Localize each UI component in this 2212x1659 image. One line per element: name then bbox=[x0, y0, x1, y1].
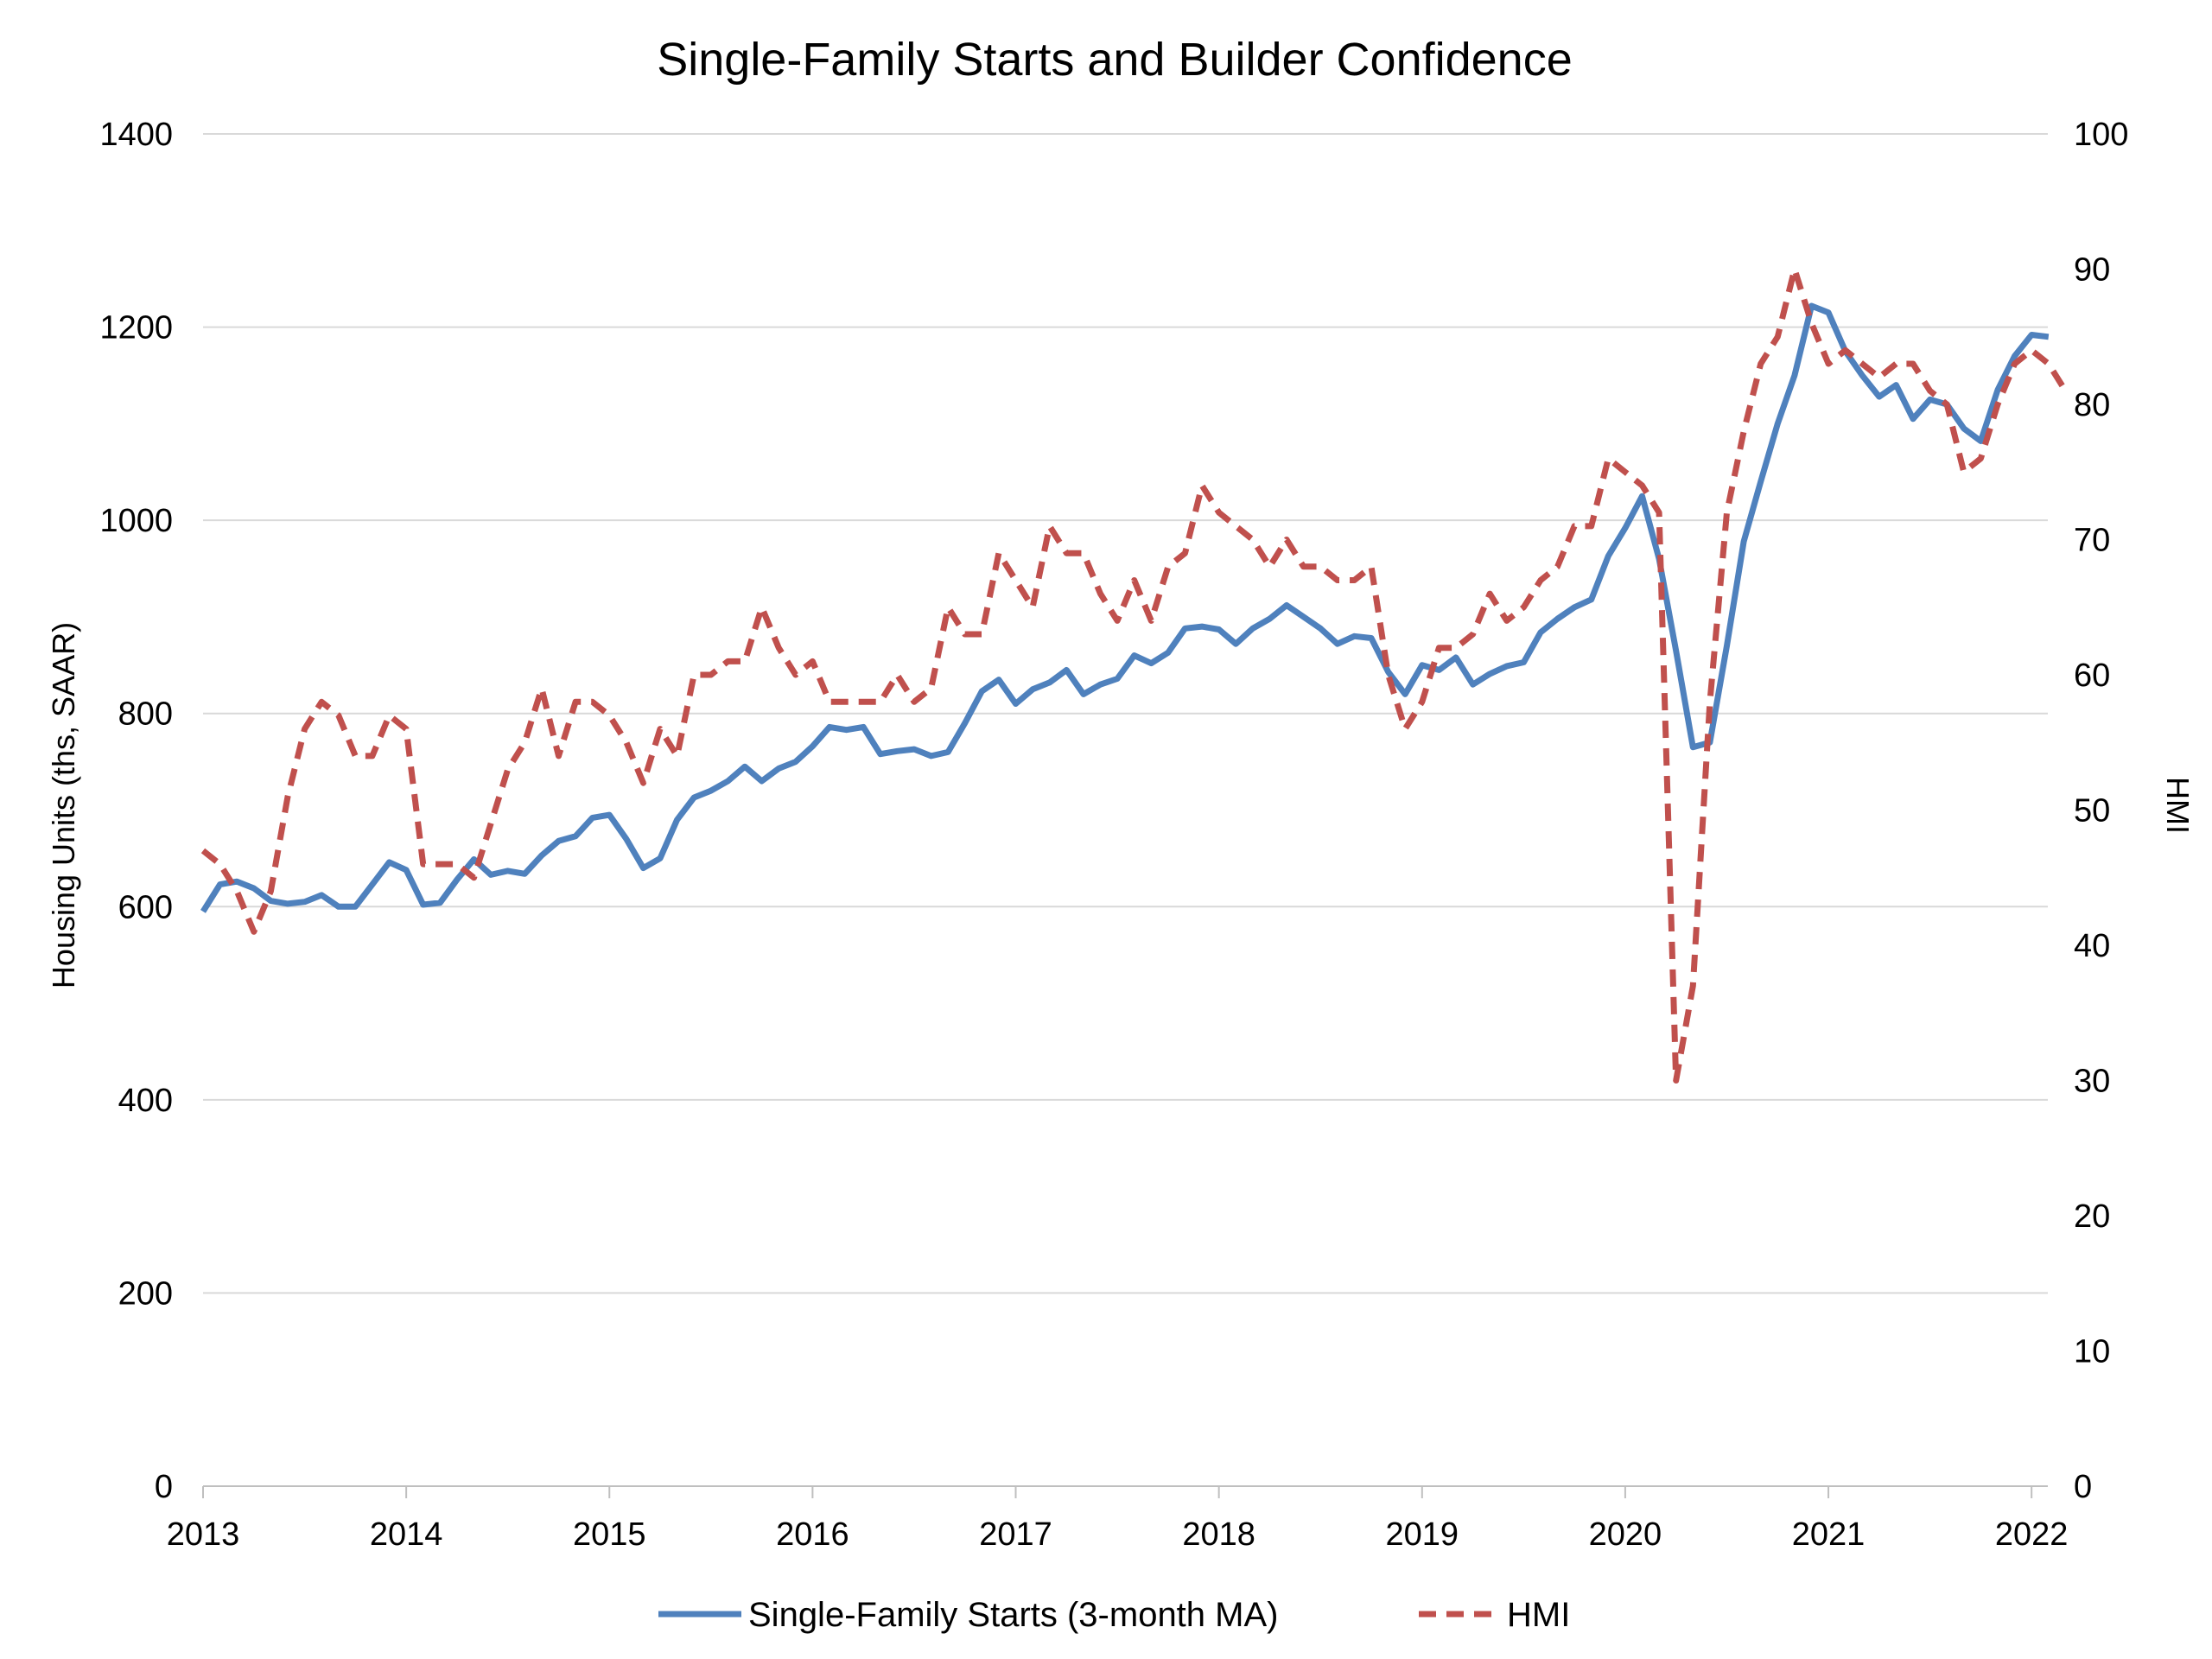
x-tick-label: 2014 bbox=[370, 1516, 443, 1553]
y-left-tick-label: 400 bbox=[118, 1083, 173, 1119]
series-lines bbox=[200, 266, 2069, 1084]
x-tick-label: 2013 bbox=[167, 1516, 240, 1553]
y-left-tick-label: 200 bbox=[118, 1275, 173, 1312]
y-axis-title-left: Housing Units (ths, SAAR) bbox=[46, 622, 81, 988]
series-line-hmi bbox=[200, 266, 2069, 1084]
x-tick-label: 2017 bbox=[979, 1516, 1052, 1553]
legend-label-starts: Single-Family Starts (3-month MA) bbox=[748, 1596, 1278, 1634]
x-tick-label: 2018 bbox=[1182, 1516, 1255, 1553]
grid-lines bbox=[203, 133, 2048, 1294]
y-right-tick-label: 10 bbox=[2074, 1334, 2110, 1370]
series-line-starts bbox=[200, 302, 2050, 913]
legend-label-hmi: HMI bbox=[1507, 1596, 1570, 1634]
y-right-tick-label: 0 bbox=[2074, 1469, 2092, 1505]
y-left-tick-label: 600 bbox=[118, 889, 173, 925]
x-tick-label: 2016 bbox=[776, 1516, 849, 1553]
x-tick-label: 2015 bbox=[573, 1516, 646, 1553]
y-axis-title-right: HMI bbox=[2160, 777, 2196, 834]
y-right-tick-label: 30 bbox=[2074, 1064, 2110, 1100]
y-left-tick-label: 0 bbox=[155, 1469, 173, 1505]
y-right-tick-label: 90 bbox=[2074, 252, 2110, 289]
y-right-tick-label: 80 bbox=[2074, 387, 2110, 423]
x-tick-label: 2020 bbox=[1589, 1516, 1662, 1553]
y-right-tick-label: 100 bbox=[2074, 117, 2128, 153]
legend: Single-Family Starts (3-month MA) HMI bbox=[658, 1596, 1570, 1634]
axes: 0 200 400 600 800 1000 1200 1400 0 10 20 30 40 50 60 70… bbox=[99, 117, 2128, 1553]
y-left-tick-label: 1000 bbox=[99, 503, 173, 539]
y-left-tick-label: 1400 bbox=[99, 117, 173, 153]
y-right-tick-label: 50 bbox=[2074, 793, 2110, 830]
y-left-tick-label: 800 bbox=[118, 696, 173, 733]
x-tick-label: 2019 bbox=[1386, 1516, 1459, 1553]
x-tick-label: 2021 bbox=[1792, 1516, 1866, 1553]
y-left-tick-label: 1200 bbox=[99, 310, 173, 346]
y-right-tick-label: 20 bbox=[2074, 1198, 2110, 1235]
y-right-tick-label: 60 bbox=[2074, 658, 2110, 694]
chart-title: Single-Family Starts and Builder Confide… bbox=[657, 34, 1573, 86]
x-tick-label: 2022 bbox=[1995, 1516, 2069, 1553]
y-right-tick-label: 40 bbox=[2074, 928, 2110, 964]
y-right-tick-label: 70 bbox=[2074, 523, 2110, 559]
